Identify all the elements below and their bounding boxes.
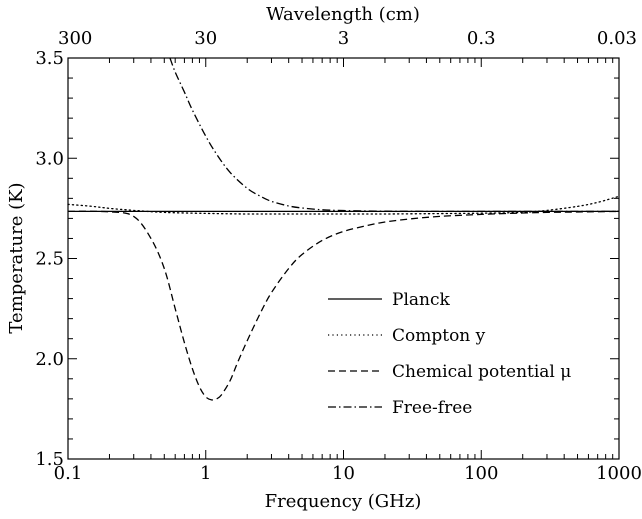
plot-frame bbox=[67, 57, 620, 460]
top-tick-label: 300 bbox=[58, 28, 92, 49]
x-tick-label: 1 bbox=[200, 463, 211, 484]
y-tick-label: 1.5 bbox=[35, 449, 64, 470]
y-tick-label: 2.0 bbox=[35, 349, 64, 370]
legend-label: Planck bbox=[392, 290, 450, 310]
legend-label: Free-free bbox=[392, 398, 472, 418]
x-tick-label: 0.1 bbox=[54, 463, 83, 484]
series-layer bbox=[67, 57, 620, 401]
top-tick-label: 3 bbox=[338, 28, 349, 49]
axes: 0.1 1 10 100 1000 300 30 3 0.3 0.03 1.5 2.0 2.5 3.0 3.… bbox=[35, 28, 642, 484]
x-tick-label: 1000 bbox=[596, 463, 642, 484]
x-tick-label: 10 bbox=[332, 463, 355, 484]
legend-label: Compton y bbox=[392, 326, 486, 346]
series-line-dotted bbox=[67, 195, 620, 215]
top-axis-title: Wavelength (cm) bbox=[266, 4, 420, 25]
series-line-dashdot bbox=[169, 57, 619, 213]
y-axis-title: Temperature (K) bbox=[6, 182, 27, 333]
y-tick-label: 3.5 bbox=[35, 48, 64, 69]
legend-label: Chemical potential μ bbox=[392, 362, 571, 382]
x-axis-title: Frequency (GHz) bbox=[265, 491, 422, 512]
series-line-dashed bbox=[67, 210, 620, 401]
y-tick-label: 2.5 bbox=[35, 249, 64, 270]
y-tick-label: 3.0 bbox=[35, 148, 64, 169]
top-tick-label: 0.03 bbox=[597, 28, 637, 49]
x-tick-label: 100 bbox=[464, 463, 498, 484]
top-tick-label: 30 bbox=[194, 28, 217, 49]
legend: Planck Compton y Chemical potential μ Free-… bbox=[328, 290, 571, 418]
top-tick-label: 0.3 bbox=[467, 28, 496, 49]
